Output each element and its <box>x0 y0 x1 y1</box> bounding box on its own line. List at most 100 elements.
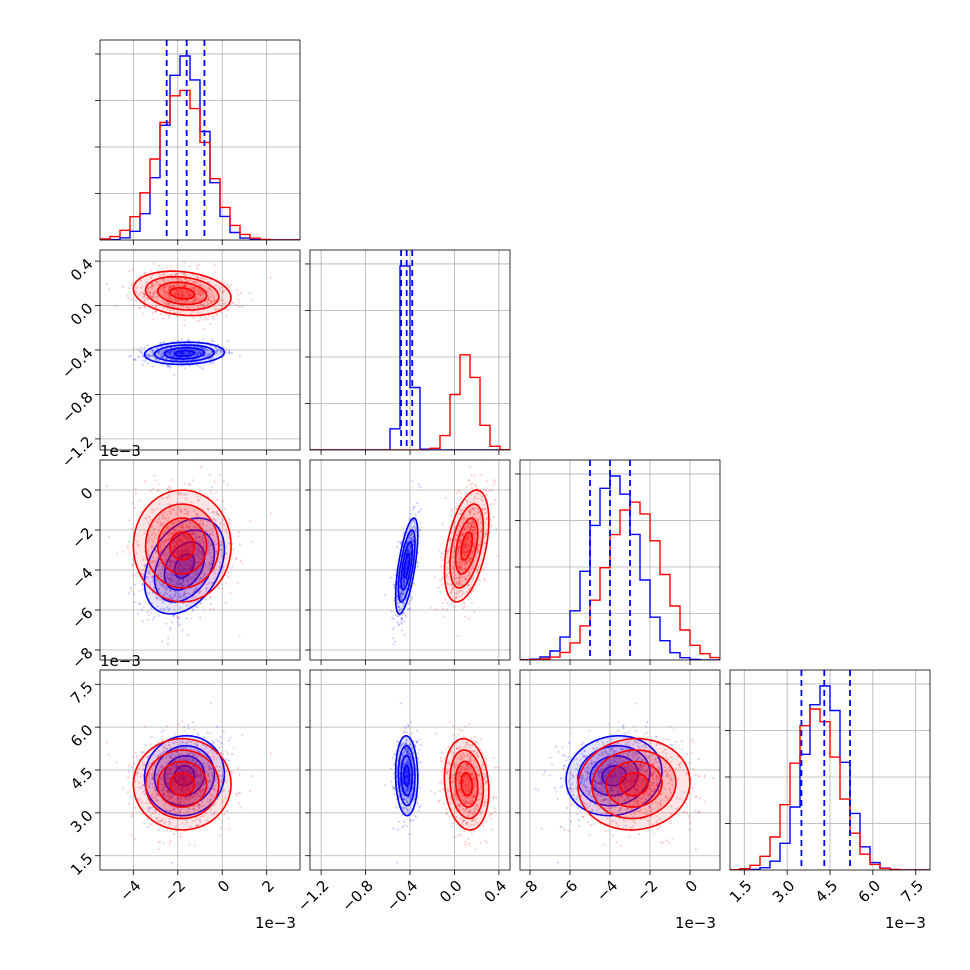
sample-point <box>400 598 403 601</box>
sample-point <box>203 347 206 350</box>
sample-point <box>396 598 399 602</box>
sample-point <box>161 751 164 755</box>
sample-point <box>184 507 187 511</box>
sample-point <box>219 785 222 788</box>
sample-point <box>185 299 188 302</box>
sample-point <box>472 529 475 532</box>
sample-point <box>138 307 141 310</box>
sample-point <box>199 781 202 784</box>
sample-point <box>195 352 198 356</box>
sample-point <box>170 299 174 302</box>
sample-point <box>175 544 178 547</box>
sample-point <box>459 581 462 584</box>
sample-point <box>161 345 164 348</box>
sample-point <box>201 303 204 306</box>
sample-point <box>161 584 164 588</box>
sample-point <box>167 296 170 299</box>
sample-point <box>171 355 174 358</box>
sample-point <box>165 291 168 294</box>
sample-point <box>201 367 204 370</box>
sample-point <box>488 489 491 492</box>
sample-point <box>159 571 162 574</box>
sample-point <box>226 283 229 286</box>
sample-point <box>481 507 484 511</box>
sample-point <box>167 609 170 612</box>
sample-point <box>172 544 176 548</box>
sample-point <box>185 797 188 800</box>
sample-point <box>151 576 154 579</box>
sample-point <box>188 307 191 310</box>
sample-point <box>151 349 154 352</box>
sample-point <box>485 532 488 535</box>
sample-point <box>164 289 167 292</box>
sample-point <box>402 582 405 585</box>
sample-point <box>195 573 198 577</box>
sample-point <box>174 542 178 545</box>
sample-point <box>465 546 468 549</box>
sample-point <box>473 531 476 535</box>
sample-point <box>171 782 174 785</box>
sample-point <box>406 608 410 611</box>
sample-point <box>138 355 141 358</box>
sample-point <box>205 277 208 280</box>
panel-body <box>100 250 300 450</box>
sample-point <box>162 578 165 581</box>
sample-point <box>166 496 169 499</box>
sample-point <box>411 598 414 601</box>
sample-point <box>196 267 199 270</box>
sample-point <box>168 537 171 540</box>
sample-point <box>216 498 219 501</box>
sample-point <box>227 739 230 742</box>
sample-point <box>181 774 185 777</box>
sample-point <box>176 787 180 790</box>
sample-point <box>195 320 198 323</box>
sample-point <box>185 545 188 548</box>
sample-point <box>183 776 186 779</box>
sample-point <box>128 592 131 595</box>
sample-point <box>163 301 166 304</box>
sample-point <box>197 804 200 807</box>
sample-point <box>177 583 180 586</box>
sample-point <box>168 577 171 580</box>
sample-point <box>193 280 196 284</box>
sample-point <box>174 355 177 358</box>
sample-point <box>226 809 229 812</box>
sample-point <box>133 358 136 361</box>
sample-point <box>181 775 184 779</box>
sample-point <box>462 550 465 553</box>
sample-point <box>198 289 201 292</box>
sample-point <box>467 533 470 536</box>
sample-point <box>465 537 468 540</box>
panel-2-0: −8−6−4−20 <box>68 459 301 672</box>
sample-point <box>194 350 197 353</box>
sample-point <box>204 318 207 322</box>
sample-point <box>409 607 412 610</box>
sample-point <box>161 267 164 270</box>
sample-point <box>188 549 191 553</box>
sample-point <box>211 547 214 550</box>
sample-point <box>195 293 198 296</box>
sample-point <box>235 289 238 292</box>
sample-point <box>169 285 172 288</box>
sample-point <box>201 537 204 540</box>
sample-point <box>155 597 158 600</box>
sample-point <box>148 353 151 357</box>
sample-point <box>190 565 193 568</box>
sample-point <box>176 551 179 554</box>
sample-point <box>208 581 211 585</box>
sample-point <box>191 286 194 289</box>
sample-point <box>188 536 191 539</box>
sample-point <box>171 807 174 810</box>
sample-point <box>190 564 193 567</box>
sample-point <box>202 787 206 790</box>
sample-point <box>160 548 163 551</box>
sample-point <box>187 727 190 730</box>
sample-point <box>197 734 200 737</box>
sample-point <box>462 552 465 555</box>
sample-point <box>471 563 474 566</box>
sample-point <box>202 744 205 747</box>
sample-point <box>467 522 470 525</box>
sample-point <box>207 353 210 356</box>
sample-point <box>209 602 213 606</box>
sample-point <box>156 772 159 775</box>
